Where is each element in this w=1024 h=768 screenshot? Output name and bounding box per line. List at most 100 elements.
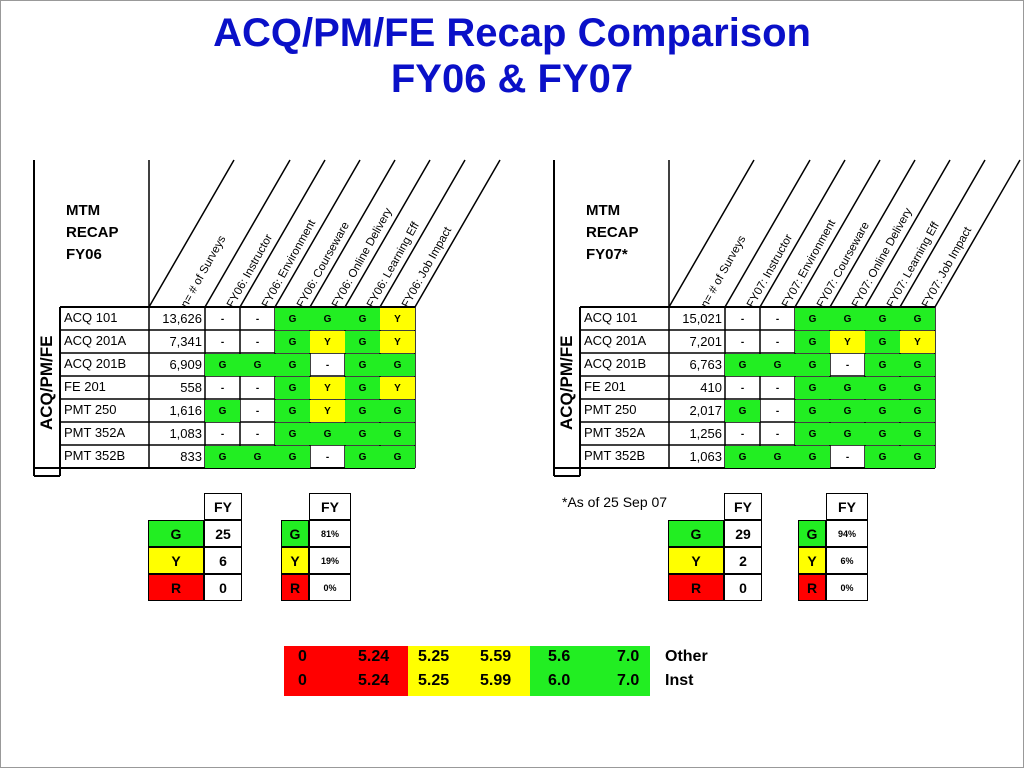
fy07-count-value-g: 29 <box>724 520 762 547</box>
fy07-survey-count: 1,063 <box>689 449 722 464</box>
fy06-survey-count: 558 <box>180 380 202 395</box>
fy06-course-label: FE 201 <box>64 379 106 394</box>
fy07-rating-cell: G <box>725 400 760 422</box>
fy06-rating-cell: - <box>255 313 260 325</box>
fy06-rating-cell: G <box>380 400 415 422</box>
fy07-grid-line <box>759 159 846 308</box>
fy06-rating-cell: - <box>220 382 225 394</box>
fy06-rating-cell: Y <box>380 377 415 399</box>
fy06-rating-cell: - <box>220 313 225 325</box>
fy07-rating-cell: G <box>795 354 830 376</box>
fy07-pct-label-y: Y <box>798 547 826 574</box>
fy06-rating-cell: G <box>345 354 380 376</box>
fy06-rating-cell: G <box>240 354 275 376</box>
fy06-pct-label-g: G <box>281 520 309 547</box>
fy06-rating-cell: G <box>310 423 345 445</box>
fy07-rating-cell: - <box>740 382 745 394</box>
fy06-rating-cell: - <box>255 405 260 417</box>
fy07-course-label: ACQ 201B <box>584 356 647 371</box>
fy06-rating-cell: G <box>345 331 380 353</box>
fy07-course-label: FE 201 <box>584 379 626 394</box>
legend-green-high: 7.0 <box>617 672 640 689</box>
fy07-rating-cell: G <box>900 423 935 445</box>
legend-label: Inst <box>665 672 694 689</box>
fy06-count-value-g: 25 <box>204 520 242 547</box>
fy06-rating-cell: G <box>275 308 310 330</box>
fy06-rating-cell: G <box>345 423 380 445</box>
fy06-pct-value-y: 19% <box>309 547 351 574</box>
fy07-rating-cell: G <box>795 377 830 399</box>
fy06-rating-cell: G <box>205 446 240 468</box>
fy06-grid-line <box>239 159 326 308</box>
fy06-rating-cell: G <box>275 377 310 399</box>
fy06-rating-cell: G <box>380 423 415 445</box>
fy07-rating-cell: G <box>725 354 760 376</box>
fy07-pct-label-g: G <box>798 520 826 547</box>
fy07-rating-cell: G <box>865 423 900 445</box>
fy06-course-label: ACQ 201B <box>64 356 127 371</box>
fy07-course-label: ACQ 101 <box>584 310 638 325</box>
legend-green-band <box>530 646 650 696</box>
fy06-rating-cell: Y <box>380 331 415 353</box>
fy06-rating-cell: G <box>205 400 240 422</box>
fy06-rating-cell: - <box>325 359 330 371</box>
fy07-count-value-r: 0 <box>724 574 762 601</box>
legend-row: 0 5.24 5.25 5.59 5.6 7.0 Other <box>284 646 724 670</box>
legend-green-low: 6.0 <box>548 672 571 689</box>
fy07-rating-cell: G <box>725 446 760 468</box>
fy07-rating-cell: G <box>830 400 865 422</box>
fy07-rating-cell: G <box>900 446 935 468</box>
fy06-survey-count: 13,626 <box>162 311 202 326</box>
fy07-grid-line <box>899 159 986 308</box>
fy07-rating-cell: Y <box>830 331 865 353</box>
fy06-rating-cell: G <box>275 400 310 422</box>
fy07-course-label: PMT 250 <box>584 402 637 417</box>
fy07-rating-cell: G <box>830 377 865 399</box>
fy06-pct-label-r: R <box>281 574 309 601</box>
fy06-pct-header: FY <box>309 493 351 520</box>
fy07-rating-cell: G <box>900 308 935 330</box>
fy07-survey-count: 1,256 <box>689 426 722 441</box>
legend-row: 0 5.24 5.25 5.99 6.0 7.0 Inst <box>284 670 724 694</box>
fy06-count-label-g: G <box>148 520 204 547</box>
slide-title: ACQ/PM/FE Recap Comparison FY06 & FY07 <box>0 10 1024 102</box>
fy07-rating-cell: G <box>795 400 830 422</box>
legend-yellow-high: 5.99 <box>480 672 512 689</box>
fy06-rating-cell: G <box>310 308 345 330</box>
fy07-survey-count: 7,201 <box>689 334 722 349</box>
fy07-count-value-y: 2 <box>724 547 762 574</box>
fy07-course-label: PMT 352B <box>584 448 646 463</box>
fy07-rating-cell: G <box>865 331 900 353</box>
legend-label: Other <box>665 648 708 665</box>
fy07-rating-cell: G <box>900 354 935 376</box>
fy07-rating-cell: G <box>900 377 935 399</box>
fy07-grid-line <box>864 159 951 308</box>
fy07-rating-cell: G <box>760 446 795 468</box>
fy07-course-label: ACQ 201A <box>584 333 647 348</box>
fy06-rating-cell: - <box>220 428 225 440</box>
fy06-survey-count: 6,909 <box>169 357 202 372</box>
fy07-rating-cell: G <box>865 446 900 468</box>
fy06-rating-cell: G <box>345 377 380 399</box>
fy06-rating-cell: G <box>345 446 380 468</box>
fy07-rating-cell: - <box>740 428 745 440</box>
fy07-survey-count: 15,021 <box>682 311 722 326</box>
fy06-survey-count: 833 <box>180 449 202 464</box>
fy06-header-title: MTM RECAP FY06 <box>66 202 119 263</box>
fy07-rating-cell: G <box>830 308 865 330</box>
fy06-rating-cell: G <box>275 446 310 468</box>
legend-yellow-high: 5.59 <box>480 648 512 665</box>
fy07-course-label: PMT 352A <box>584 425 646 440</box>
fy07-rating-cell: - <box>775 336 780 348</box>
fy06-grid-line <box>274 159 361 308</box>
fy07-count-label-y: Y <box>668 547 724 574</box>
fy07-rating-cell: - <box>740 313 745 325</box>
legend-red-high: 5.24 <box>358 648 390 665</box>
fy06-survey-count: 7,341 <box>169 334 202 349</box>
fy06-rating-cell: G <box>380 446 415 468</box>
fy06-rating-cell: Y <box>310 400 345 422</box>
fy06-rating-cell: G <box>345 308 380 330</box>
fy06-rating-cell: G <box>275 423 310 445</box>
fy06-rating-cell: - <box>255 336 260 348</box>
fy06-course-label: ACQ 101 <box>64 310 118 325</box>
